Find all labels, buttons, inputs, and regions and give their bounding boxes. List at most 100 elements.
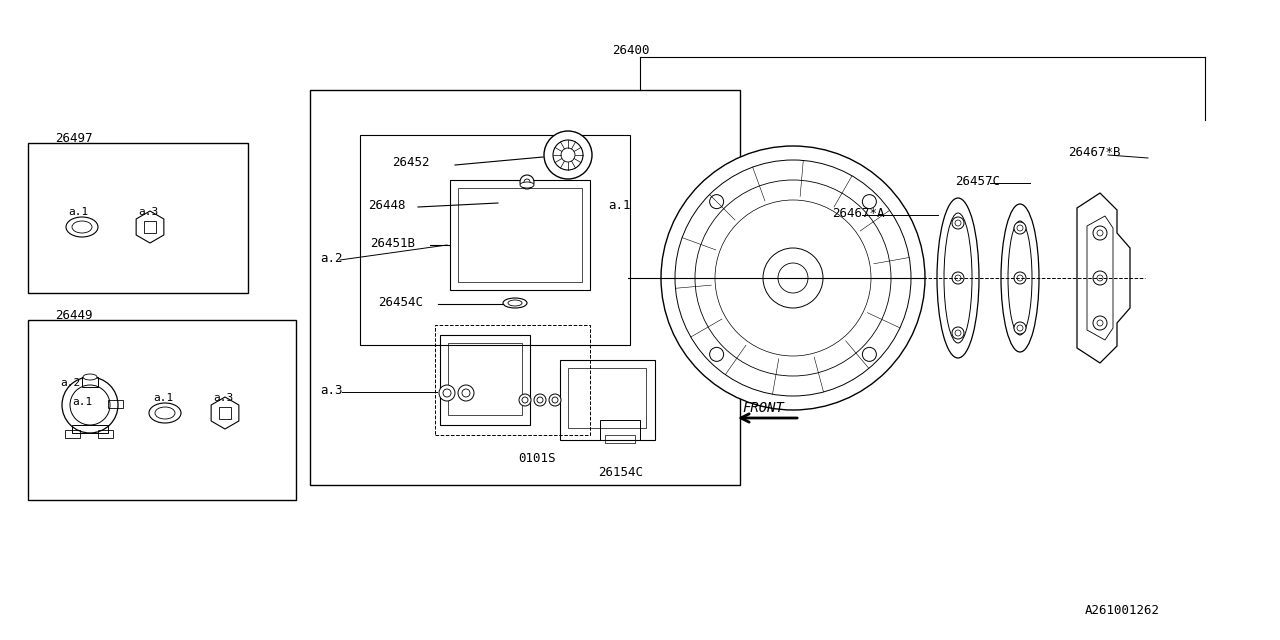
Polygon shape [1087, 216, 1114, 340]
Ellipse shape [1001, 204, 1039, 352]
Circle shape [538, 397, 543, 403]
Polygon shape [1076, 193, 1130, 363]
Circle shape [1093, 316, 1107, 330]
Bar [28, 143, 248, 293]
Bar [561, 360, 655, 440]
Circle shape [1014, 222, 1027, 234]
Bar [435, 325, 590, 435]
Text: a.3: a.3 [320, 383, 343, 397]
Bar [600, 420, 640, 440]
Circle shape [675, 160, 911, 396]
Ellipse shape [503, 298, 527, 308]
Bar [310, 90, 740, 485]
Circle shape [561, 148, 575, 162]
Circle shape [553, 140, 582, 170]
Bar [440, 335, 530, 425]
Circle shape [520, 175, 534, 189]
Text: 26400: 26400 [612, 44, 649, 56]
Polygon shape [136, 211, 164, 243]
Bar [568, 368, 646, 428]
Text: 26448: 26448 [369, 198, 406, 211]
Text: 26497: 26497 [55, 131, 92, 145]
Circle shape [443, 389, 451, 397]
Circle shape [952, 327, 964, 339]
Text: FRONT: FRONT [742, 401, 783, 415]
Text: a.1: a.1 [68, 207, 88, 217]
Ellipse shape [83, 374, 97, 380]
Circle shape [439, 385, 454, 401]
Circle shape [462, 389, 470, 397]
Bar [65, 430, 81, 438]
Ellipse shape [937, 198, 979, 358]
Text: a.1: a.1 [72, 397, 92, 407]
Circle shape [524, 179, 530, 185]
Circle shape [534, 394, 547, 406]
Circle shape [1018, 325, 1023, 331]
Circle shape [518, 394, 531, 406]
Bar [82, 377, 99, 387]
Text: 26449: 26449 [55, 308, 92, 321]
Circle shape [955, 330, 961, 336]
Ellipse shape [67, 217, 99, 237]
Text: a.3: a.3 [138, 207, 159, 217]
Ellipse shape [155, 407, 175, 419]
Text: 26467*A: 26467*A [832, 207, 884, 220]
Text: a.3: a.3 [212, 393, 233, 403]
Circle shape [778, 263, 808, 293]
Circle shape [1018, 275, 1023, 281]
Circle shape [1018, 225, 1023, 231]
Circle shape [549, 394, 561, 406]
Polygon shape [219, 407, 230, 419]
Circle shape [70, 385, 110, 425]
Circle shape [1093, 271, 1107, 285]
Circle shape [522, 397, 529, 403]
Bar [108, 400, 123, 408]
Circle shape [544, 131, 593, 179]
Bar [451, 180, 590, 290]
Bar [99, 430, 113, 438]
Text: a.2: a.2 [320, 252, 343, 264]
Bar [72, 425, 108, 433]
Ellipse shape [520, 182, 534, 188]
Circle shape [695, 180, 891, 376]
Ellipse shape [945, 213, 972, 343]
Circle shape [952, 272, 964, 284]
Circle shape [952, 217, 964, 229]
Polygon shape [211, 397, 239, 429]
Text: 0101S: 0101S [518, 451, 556, 465]
Circle shape [863, 348, 877, 362]
Text: 26451B: 26451B [370, 237, 415, 250]
Ellipse shape [1009, 221, 1032, 335]
Bar [448, 343, 522, 415]
Text: 26467*B: 26467*B [1068, 145, 1120, 159]
Circle shape [709, 195, 723, 209]
Text: 26454C: 26454C [378, 296, 422, 308]
Ellipse shape [508, 300, 522, 306]
Circle shape [863, 195, 877, 209]
Text: a.1: a.1 [608, 198, 631, 211]
Bar [28, 320, 296, 500]
Circle shape [1014, 322, 1027, 334]
Circle shape [763, 248, 823, 308]
Circle shape [552, 397, 558, 403]
Text: 26452: 26452 [392, 156, 430, 168]
Bar [605, 435, 635, 443]
Ellipse shape [72, 221, 92, 233]
Circle shape [1097, 275, 1103, 281]
Circle shape [1093, 226, 1107, 240]
Text: a.2: a.2 [60, 378, 81, 388]
Circle shape [716, 200, 870, 356]
Bar [360, 135, 630, 345]
Circle shape [1014, 272, 1027, 284]
Text: 26457C: 26457C [955, 175, 1000, 188]
Circle shape [660, 146, 925, 410]
Text: 26154C: 26154C [598, 465, 643, 479]
Ellipse shape [148, 403, 180, 423]
Circle shape [955, 275, 961, 281]
Circle shape [955, 220, 961, 226]
Circle shape [1097, 320, 1103, 326]
Polygon shape [145, 221, 156, 233]
Circle shape [709, 348, 723, 362]
Text: A261001262: A261001262 [1085, 604, 1160, 616]
Circle shape [458, 385, 474, 401]
